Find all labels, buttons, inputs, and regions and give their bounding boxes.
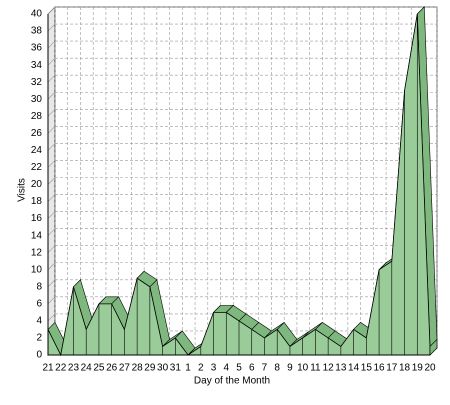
y-axis-title: Visits (17, 178, 28, 202)
y-tick-label: 14 (31, 230, 43, 241)
y-tick-label: 30 (31, 94, 43, 105)
y-tick-label: 26 (31, 128, 43, 139)
x-tick-label: 16 (374, 363, 386, 374)
x-tick-label: 31 (170, 363, 182, 374)
x-tick-label: 20 (424, 363, 436, 374)
grid-line (47, 57, 56, 66)
x-tick-label: 24 (81, 363, 93, 374)
x-tick-label: 17 (386, 363, 398, 374)
x-axis-title: Day of the Month (194, 376, 270, 387)
x-tick-label: 25 (93, 363, 105, 374)
grid-line (47, 143, 56, 151)
grid-line (47, 313, 56, 322)
x-tick-label: 13 (335, 363, 347, 374)
y-tick-label: 12 (31, 247, 43, 258)
grid-line (47, 228, 56, 236)
grid-line (47, 279, 56, 288)
x-tick-label: 9 (287, 363, 293, 374)
grid-line (47, 109, 56, 117)
x-tick-label: 12 (323, 363, 335, 374)
y-tick-label: 4 (36, 316, 42, 327)
grid-line (47, 92, 56, 100)
x-tick-label: 8 (274, 363, 280, 374)
x-tick-label: 18 (399, 363, 411, 374)
grid-line (47, 245, 56, 253)
x-tick-label: 11 (310, 363, 321, 374)
y-tick-label: 36 (31, 43, 43, 54)
y-tick-label: 10 (31, 264, 43, 275)
y-tick-label: 6 (36, 298, 42, 309)
y-tick-label: 32 (31, 77, 43, 88)
grid-line (47, 160, 56, 168)
x-tick-label: 6 (249, 363, 255, 374)
x-tick-label: 2 (198, 363, 204, 374)
y-tick-label: 28 (31, 111, 43, 122)
x-tick-label: 29 (144, 363, 156, 374)
grid-line (47, 194, 56, 202)
y-tick-label: 8 (36, 281, 42, 292)
x-tick-label: 1 (185, 363, 191, 374)
grid-line (47, 40, 56, 49)
x-tick-label: 26 (106, 363, 118, 374)
grid-line (47, 74, 56, 83)
y-tick-label: 20 (31, 179, 43, 190)
x-tick-label: 5 (236, 363, 242, 374)
x-tick-label: 28 (132, 363, 144, 374)
y-tick-label: 2 (36, 333, 42, 344)
x-tick-label: 7 (262, 363, 268, 374)
y-tick-label: 18 (31, 196, 43, 207)
y-tick-label: 38 (31, 26, 43, 37)
x-tick-label: 10 (297, 363, 309, 374)
x-tick-label: 21 (42, 363, 54, 374)
y-tick-label: 22 (31, 162, 43, 173)
grid-line (47, 211, 56, 219)
x-tick-label: 4 (223, 363, 229, 374)
x-tick-label: 15 (361, 363, 373, 374)
grid-line (47, 126, 56, 134)
grid-line (47, 262, 56, 270)
x-tick-label: 14 (348, 363, 360, 374)
y-tick-label: 40 (31, 9, 43, 20)
x-tick-label: 22 (55, 363, 67, 374)
grid-line (47, 177, 56, 185)
y-tick-label: 34 (31, 60, 43, 71)
y-tick-label: 16 (31, 213, 43, 224)
x-tick-label: 3 (211, 363, 217, 374)
grid-line (47, 296, 56, 305)
x-tick-label: 23 (68, 363, 80, 374)
y-tick-label: 24 (31, 145, 43, 156)
grid-line (47, 6, 56, 15)
x-tick-label: 19 (412, 363, 424, 374)
y-tick-label: 0 (36, 350, 42, 361)
grid-line (47, 23, 56, 32)
x-tick-label: 30 (157, 363, 169, 374)
end-face (429, 338, 438, 356)
x-tick-label: 27 (119, 363, 131, 374)
